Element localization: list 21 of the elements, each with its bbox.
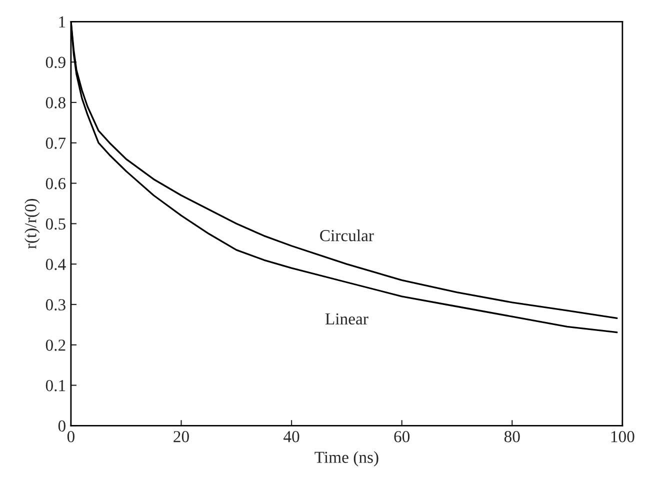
y-axis-title: r(t)/r(0) [24,198,40,249]
y-tick-label: 0.7 [46,138,66,149]
y-tick-label: 0.8 [46,97,66,108]
x-axis-title: Time (ns) [314,451,378,466]
x-tick-label: 60 [394,431,410,442]
series-label: Circular [320,230,374,242]
y-tick-label: 0.6 [46,178,66,190]
y-tick-label: 0.5 [46,218,66,230]
x-tick-label: 100 [611,431,634,442]
x-tick-label: 80 [504,431,520,442]
y-tick-label: 0.2 [46,340,66,351]
x-tick-label: 0 [67,431,74,442]
y-tick-label: 0.1 [46,380,66,392]
x-tick-label: 20 [174,431,189,442]
y-tick-label: 1 [59,16,66,28]
y-tick-label: 0.9 [46,56,66,68]
series-label: Linear [325,313,368,325]
y-tick-label: 0 [58,420,66,432]
y-tick-label: 0.4 [46,258,66,270]
y-tick-label: 0.3 [46,299,66,310]
x-tick-label: 40 [284,431,300,442]
